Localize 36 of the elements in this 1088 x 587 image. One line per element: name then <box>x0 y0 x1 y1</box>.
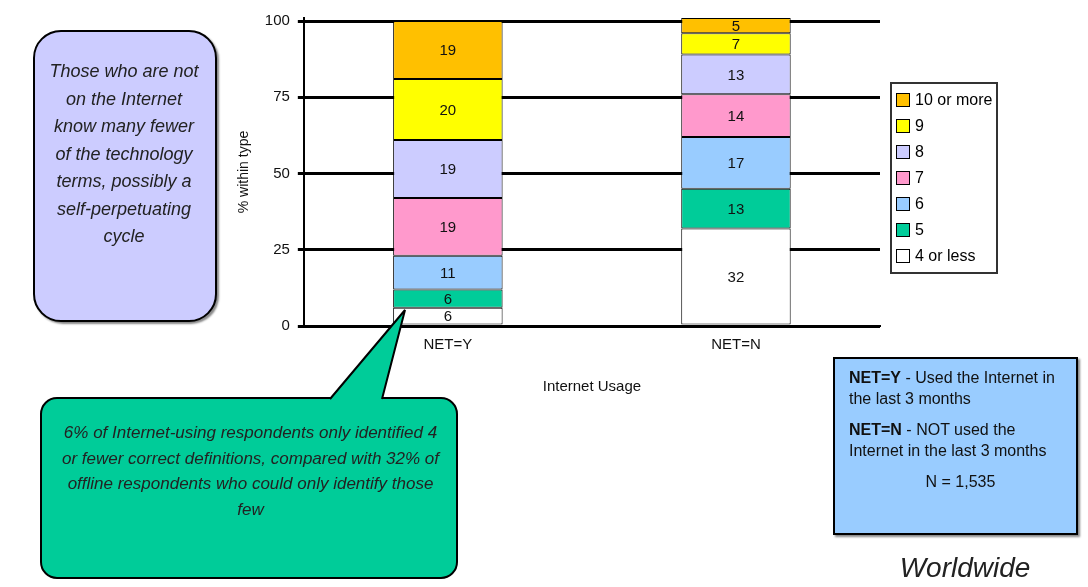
legend-label: 5 <box>915 221 924 239</box>
x-axis-title: Internet Usage <box>542 377 642 395</box>
y-tick-label: 0 <box>281 316 290 334</box>
text: Worldwide <box>898 552 1032 584</box>
legend-label: 9 <box>915 117 924 135</box>
y-tick-label: 25 <box>273 239 290 257</box>
text: N = 1,535 <box>924 472 997 492</box>
data-label: 19 <box>439 41 457 59</box>
data-label: 13 <box>727 65 745 83</box>
text: NET=Y - Used the Internet in the last 3 months <box>849 368 1056 409</box>
data-label: 13 <box>727 199 745 217</box>
data-label: 20 <box>439 100 457 118</box>
data-label: 11 <box>440 263 456 281</box>
legend-label: 10 or more <box>915 91 993 109</box>
data-label: 19 <box>439 218 457 236</box>
data-label: 7 <box>731 35 741 53</box>
text: Those who are not on the Internet know many fewer of the technology terms, possibly a self-perpetuating cycle <box>48 60 200 248</box>
y-tick-label: 75 <box>273 87 290 105</box>
y-tick-label: 50 <box>273 163 290 181</box>
legend-label: 8 <box>915 143 924 161</box>
y-tick-label: 100 <box>264 11 290 29</box>
data-label: 14 <box>727 106 745 124</box>
text: NET=N - NOT used the Internet in the last 3 months <box>849 420 1048 461</box>
legend-label: 7 <box>915 169 924 187</box>
data-label: 6 <box>443 307 453 325</box>
data-label: 17 <box>727 153 745 171</box>
text: 4 or less <box>915 247 976 265</box>
data-label: 6 <box>443 289 453 307</box>
text: 6% of Internet-using respondents only identified 4 or fewer correct definitions, compared with 32% of offline respondents who could only identify those few <box>61 422 442 521</box>
data-label: 5 <box>731 16 741 34</box>
data-label: 32 <box>727 267 745 285</box>
data-label: 19 <box>439 160 457 178</box>
x-tick-label: NET=N <box>711 335 761 353</box>
x-tick-label: NET=Y <box>423 335 473 353</box>
legend-label: 6 <box>915 195 924 213</box>
y-axis-title: % within type <box>235 130 252 214</box>
